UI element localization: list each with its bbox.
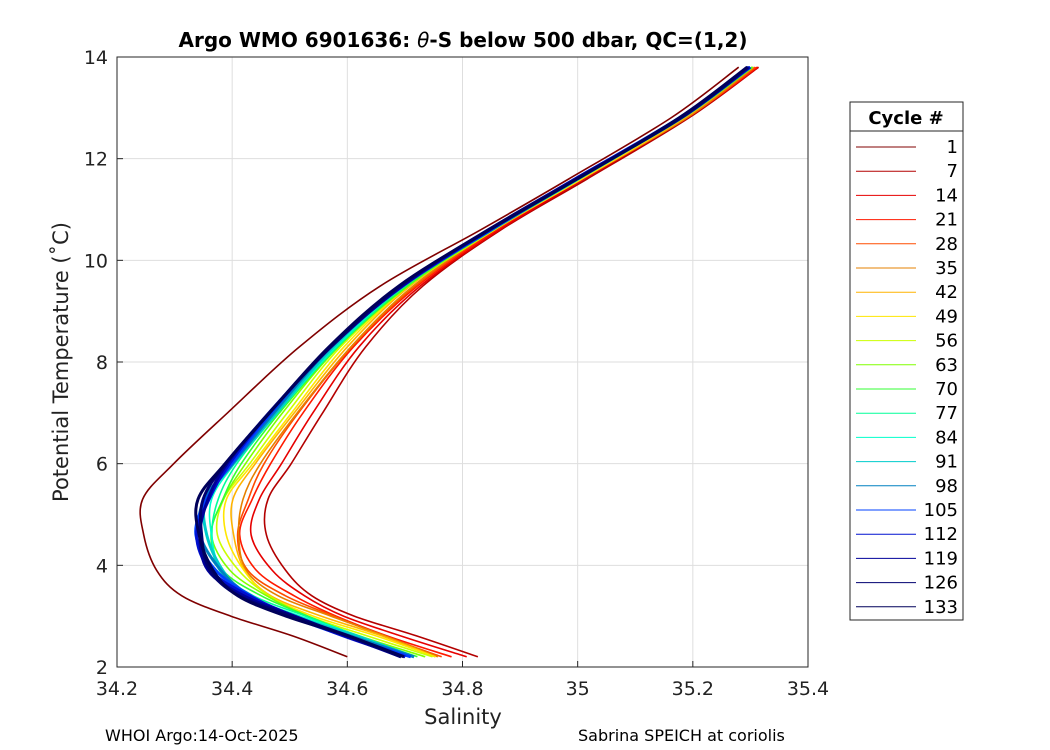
x-tick-label: 34.8	[441, 678, 483, 700]
series-line-7	[263, 66, 760, 658]
y-axis-label: Potential Temperature (˚C)	[49, 222, 73, 502]
series-line-1	[139, 66, 740, 658]
legend-label-105: 105	[924, 500, 958, 521]
series-line-14	[249, 66, 759, 658]
axis-ticks: 34.2 34.4 34.6 34.8 35 35.2 35.4 2 4 6 8 10 12 14	[84, 47, 829, 700]
x-tick-label: 35.4	[787, 678, 829, 700]
title-prefix: Argo WMO 6901636:	[179, 28, 418, 52]
legend-label-84: 84	[935, 427, 958, 448]
legend-label-42: 42	[935, 282, 958, 303]
footer-right: Sabrina SPEICH at coriolis	[578, 726, 785, 745]
legend-label-112: 112	[924, 524, 958, 545]
legend-label-70: 70	[935, 379, 958, 400]
x-tick-label: 35.2	[672, 678, 714, 700]
legend-entries: 1 7 14 21 28 35 42 49 56 63 70 77 84 91 98 105 112 119 126…	[856, 137, 958, 618]
legend-label-119: 119	[924, 548, 958, 569]
footer-left: WHOI Argo:14-Oct-2025	[105, 726, 299, 745]
legend-label-1: 1	[947, 137, 958, 158]
legend-label-14: 14	[935, 185, 958, 206]
x-axis-label: Salinity	[424, 705, 502, 729]
legend-label-28: 28	[935, 234, 958, 255]
chart-title: Argo WMO 6901636: θ-S below 500 dbar, QC…	[179, 28, 748, 52]
series-group	[139, 65, 760, 659]
x-tick-label: 34.4	[211, 678, 253, 700]
legend-label-7: 7	[947, 161, 958, 182]
title-theta-symbol: θ	[417, 28, 429, 52]
x-tick-label: 35	[566, 678, 590, 700]
y-tick-label: 10	[84, 250, 108, 272]
legend-label-91: 91	[935, 452, 958, 473]
y-tick-label: 14	[84, 47, 108, 69]
legend-label-77: 77	[935, 403, 958, 424]
y-tick-label: 8	[96, 352, 108, 374]
legend-label-133: 133	[924, 597, 958, 618]
x-tick-label: 34.6	[326, 678, 368, 700]
y-tick-label: 6	[96, 454, 108, 476]
legend: Cycle # 17142128354249566370778491981051…	[849, 101, 964, 621]
legend-title: Cycle #	[868, 108, 943, 129]
legend-label-126: 126	[924, 573, 958, 594]
y-tick-label: 2	[96, 657, 108, 679]
legend-label-49: 49	[935, 306, 958, 327]
legend-box	[849, 101, 964, 621]
legend-label-56: 56	[935, 331, 958, 352]
legend-label-21: 21	[935, 210, 958, 231]
legend-label-98: 98	[935, 476, 958, 497]
legend-label-35: 35	[935, 258, 958, 279]
y-tick-label: 4	[96, 555, 108, 577]
legend-label-63: 63	[935, 355, 958, 376]
x-tick-label: 34.2	[96, 678, 138, 700]
series-line-133	[194, 65, 749, 659]
title-suffix: -S below 500 dbar, QC=(1,2)	[429, 28, 747, 52]
y-tick-label: 12	[84, 149, 108, 171]
